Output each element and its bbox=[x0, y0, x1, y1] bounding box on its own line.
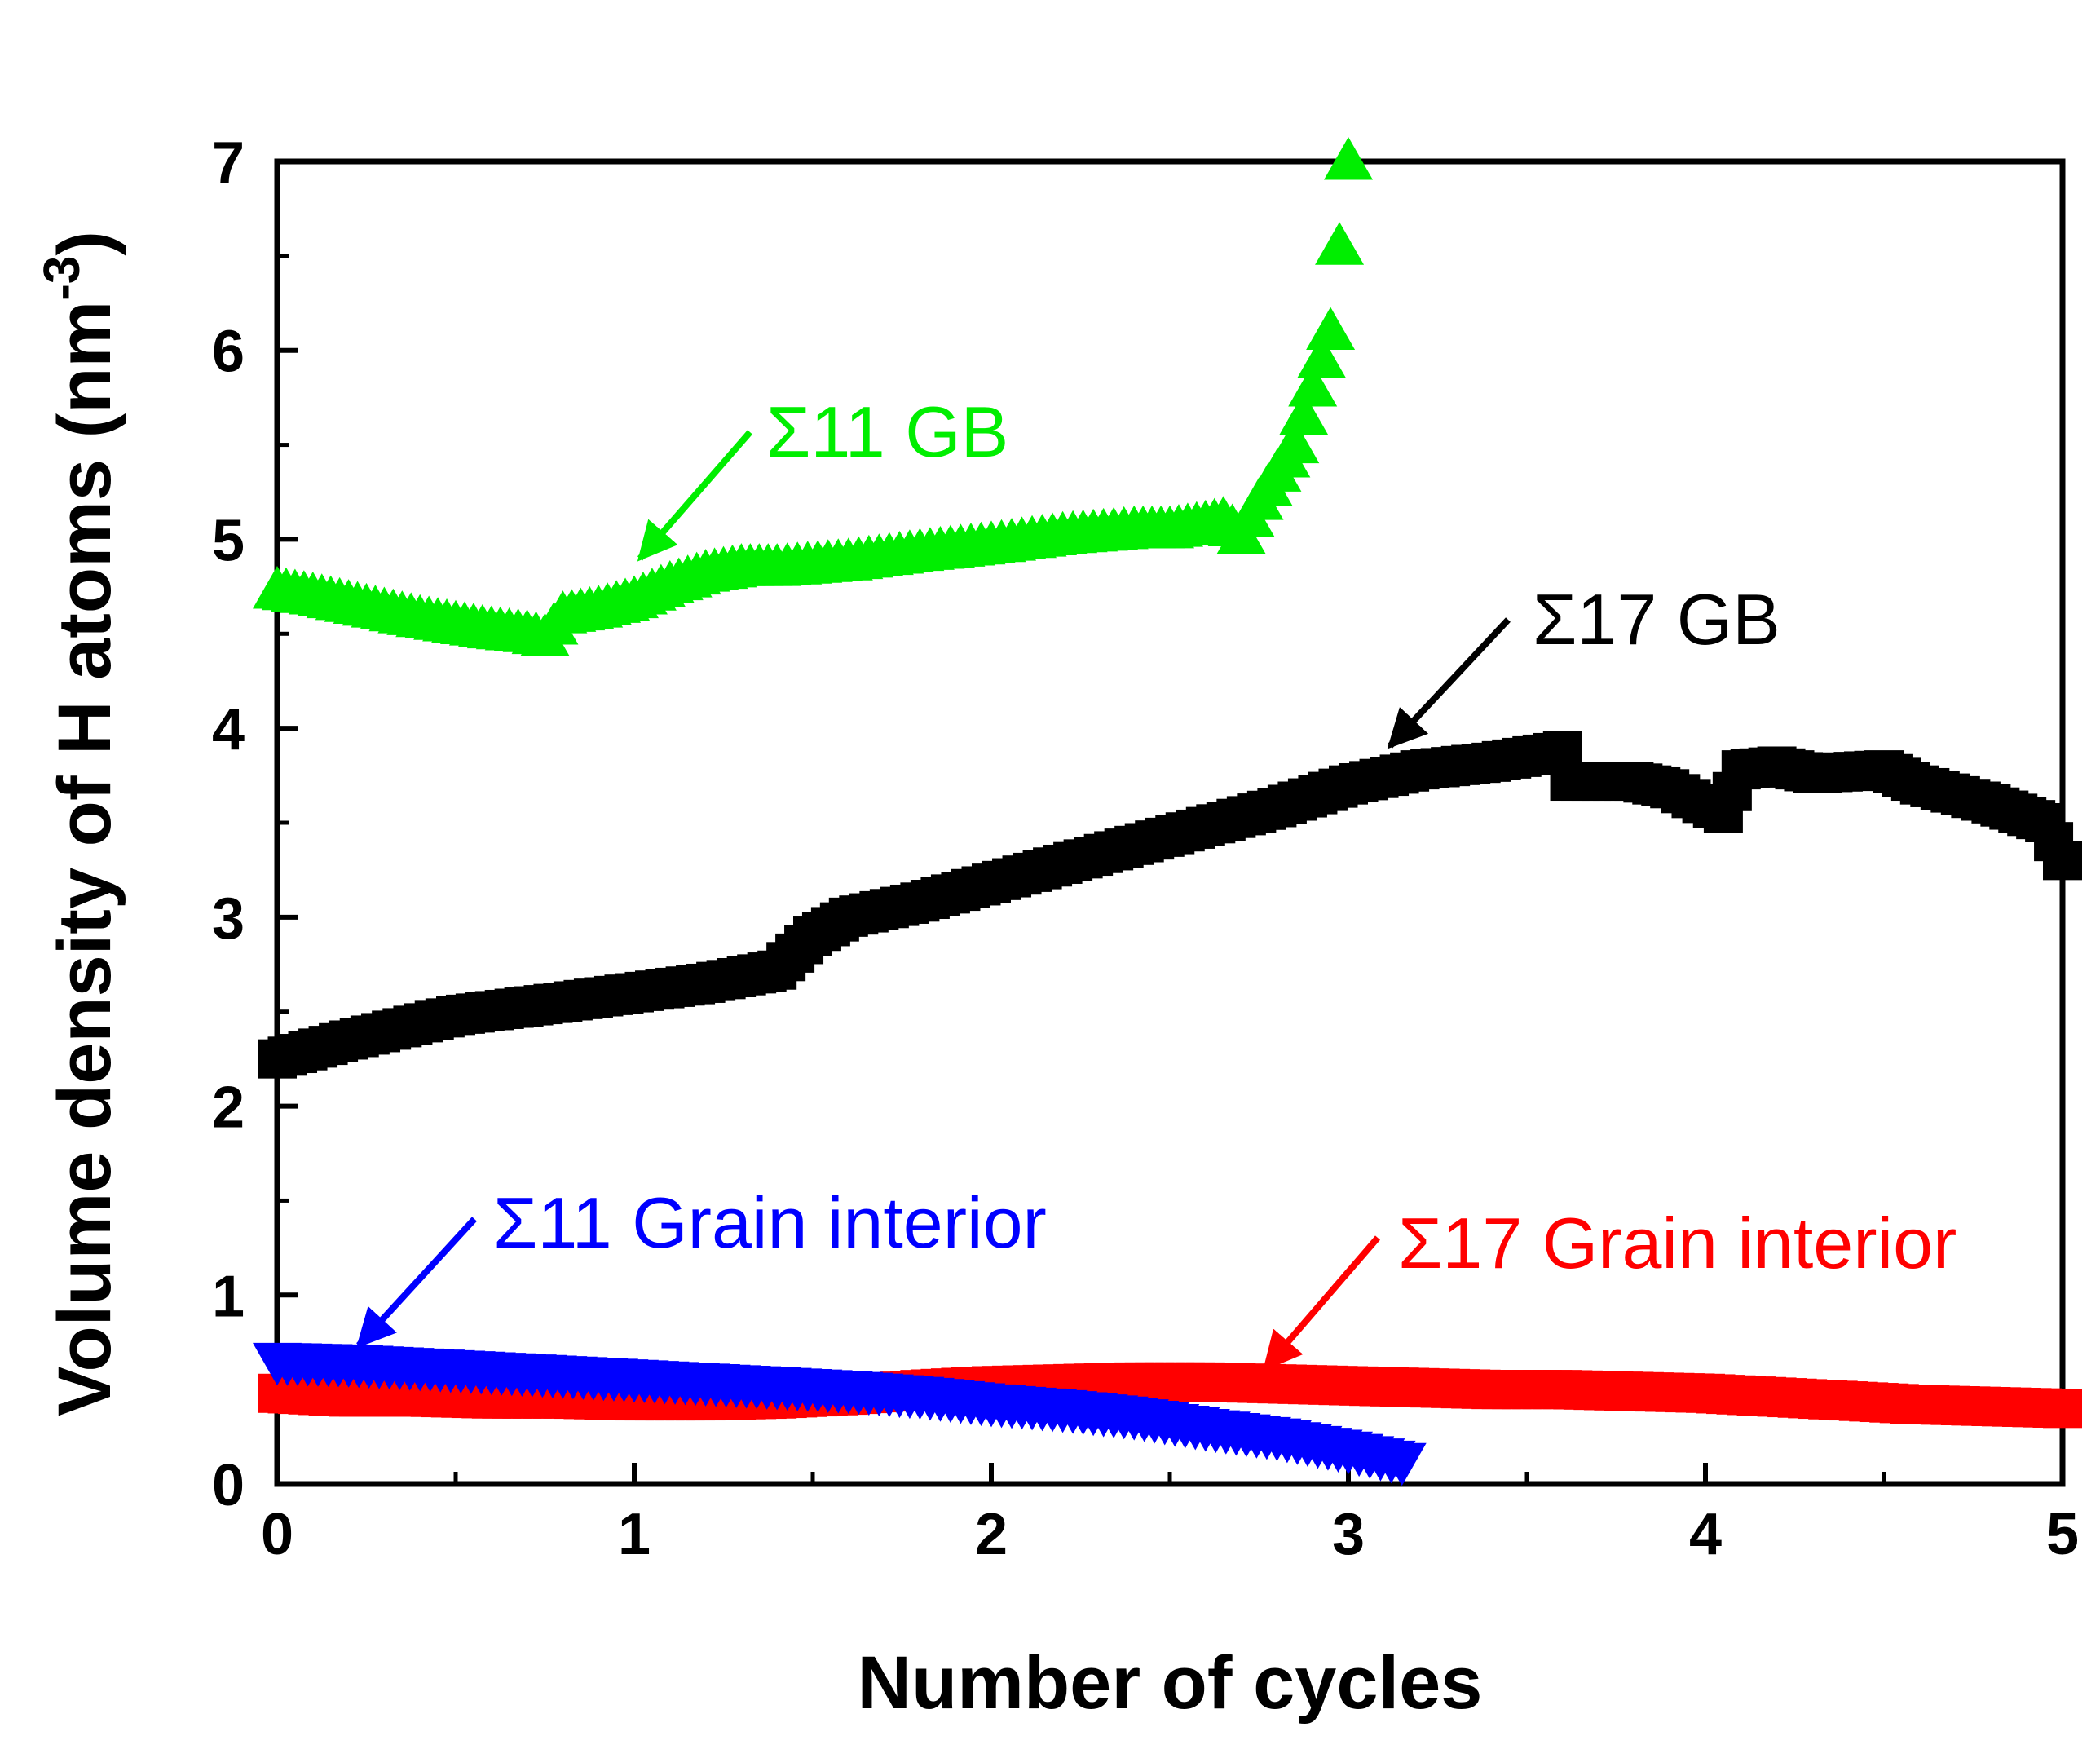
data-point bbox=[1279, 391, 1329, 435]
data-point bbox=[1377, 1442, 1427, 1486]
y-tick-label: 3 bbox=[212, 886, 245, 952]
data-point bbox=[1315, 222, 1365, 265]
annotation-arrows bbox=[355, 430, 1511, 1371]
x-tick-label: 0 bbox=[261, 1502, 293, 1567]
arrow-s17-gi bbox=[1262, 1235, 1381, 1371]
series-layer bbox=[253, 137, 2082, 1486]
x-tick-label: 2 bbox=[975, 1502, 1008, 1567]
arrow-s17-gb bbox=[1387, 617, 1511, 749]
data-point bbox=[1306, 307, 1356, 351]
arrow-s11-gi bbox=[355, 1217, 477, 1349]
y-axis-title: Volume density of H atoms (nm-3) bbox=[34, 231, 126, 1416]
series--17-gb bbox=[258, 731, 2082, 1079]
y-tick-label: 7 bbox=[212, 130, 245, 196]
y-tick-label: 0 bbox=[212, 1453, 245, 1518]
annotation-s17-gi: Σ17 Grain interior bbox=[1398, 1203, 1957, 1283]
series--11-grain-interior bbox=[253, 1342, 1427, 1486]
annotation-s17-gb: Σ17 GB bbox=[1533, 579, 1780, 660]
data-point bbox=[2043, 1389, 2082, 1429]
y-axis-title-main: Volume density of H atoms (nm bbox=[43, 301, 126, 1416]
y-axis-title-close: ) bbox=[43, 231, 126, 256]
x-tick-label: 5 bbox=[2046, 1502, 2079, 1567]
annotation-s11-gb: Σ11 GB bbox=[766, 391, 1008, 472]
data-point bbox=[1324, 137, 1373, 180]
x-axis-title: Number of cycles bbox=[858, 1641, 1483, 1725]
arrow-s11-gb bbox=[637, 430, 753, 562]
x-tick-label: 4 bbox=[1689, 1502, 1722, 1567]
y-tick-label: 1 bbox=[212, 1264, 245, 1329]
y-axis-title-exponent: -3 bbox=[34, 256, 90, 301]
data-point bbox=[2043, 841, 2082, 881]
y-tick-label: 4 bbox=[212, 697, 245, 762]
data-point bbox=[1288, 364, 1338, 407]
y-tick-label: 6 bbox=[212, 320, 245, 385]
x-tick-label: 3 bbox=[1332, 1502, 1365, 1567]
data-point bbox=[1270, 420, 1320, 464]
x-axis-ticks: 0 1 2 3 4 5 bbox=[261, 1463, 2079, 1567]
y-tick-label: 5 bbox=[212, 508, 245, 573]
x-tick-label: 1 bbox=[618, 1502, 651, 1567]
series--11-gb bbox=[253, 137, 1373, 656]
y-tick-label: 2 bbox=[212, 1075, 245, 1141]
data-point bbox=[1297, 335, 1347, 378]
annotation-s11-gi: Σ11 Grain interior bbox=[493, 1182, 1047, 1263]
y-axis-ticks: 0 1 2 3 4 5 6 7 bbox=[212, 130, 298, 1518]
